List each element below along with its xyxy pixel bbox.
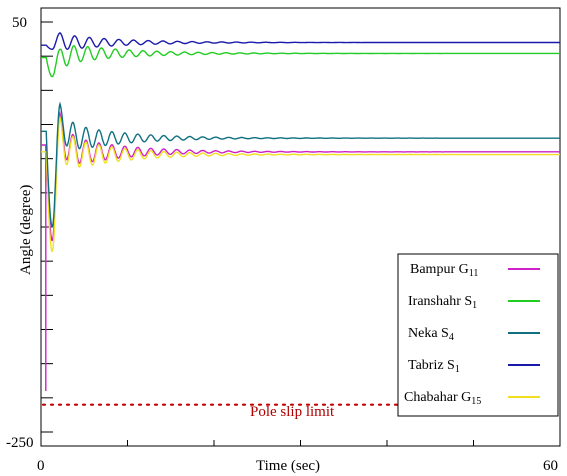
legend: Bampur G11 Iranshahr S1 Neka S4 Tabriz S1 Ch… (397, 253, 559, 417)
y-tick-label-bottom: -250 (6, 435, 34, 451)
y-tick-label-top: 50 (12, 15, 27, 31)
legend-label-tabriz: Tabriz S1 (408, 358, 460, 375)
legend-label-chabahar: Chabahar G15 (404, 390, 481, 407)
x-tick-label-right: 60 (543, 458, 558, 474)
series-line-neka (41, 101, 560, 228)
legend-label-iranshahr: Iranshahr S1 (408, 294, 477, 311)
series-line-tabriz (41, 32, 560, 51)
legend-label-bampur: Bampur G11 (410, 262, 478, 279)
x-axis-ticks (40, 440, 561, 446)
legend-box (397, 253, 559, 417)
x-tick-label-left: 0 (37, 458, 45, 474)
series-line-iranshahr (41, 44, 560, 78)
pole-slip-limit-label: Pole slip limit (250, 404, 335, 420)
legend-label-neka: Neka S4 (408, 326, 454, 343)
y-axis-ticks (41, 21, 53, 433)
y-axis-title: Angle (degree) (18, 185, 34, 275)
x-axis-title: Time (sec) (256, 458, 320, 474)
series-line-bampur (41, 110, 560, 391)
series-layer (41, 32, 560, 391)
series-line-chabahar (41, 115, 560, 253)
